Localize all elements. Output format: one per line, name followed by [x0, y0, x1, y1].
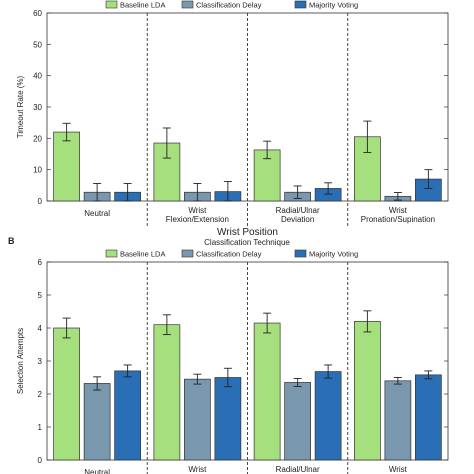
category-label: Neutral	[84, 468, 110, 474]
legend-swatch-1	[106, 1, 117, 8]
category-label: Pronation/Supination	[361, 215, 435, 224]
y-tick-label: 0	[38, 456, 43, 465]
bar-1-3	[254, 323, 280, 460]
category-label: Deviation	[281, 215, 314, 224]
category-label: Neutral	[84, 209, 110, 218]
y-axis-label: Timeout Rate (%)	[16, 75, 25, 138]
legend-swatch-1	[106, 250, 117, 257]
legend-swatch-2	[182, 250, 193, 257]
y-tick-label: 2	[38, 390, 43, 399]
category-label: Radial/Ulnar	[276, 206, 320, 215]
bar-1-1	[54, 132, 80, 201]
bar-3-3	[315, 372, 341, 460]
bar-2-3	[285, 382, 311, 460]
category-label: Wrist	[188, 465, 207, 474]
category-label: Wrist	[389, 465, 408, 474]
panel-letter: B	[8, 236, 15, 246]
y-tick-label: 3	[38, 357, 43, 366]
y-tick-label: 20	[33, 134, 42, 143]
legend-entry-1: Baseline LDA	[120, 1, 165, 10]
x-axis-label: Wrist Position	[217, 227, 278, 238]
chart-panel-1: 0 10 20 30 40 50 60 Timeout Rate (%) Neutral Wris…	[16, 1, 448, 239]
category-label: Wrist	[389, 206, 408, 215]
bar-3-4	[415, 375, 441, 460]
category-label: Flexion/Extension	[166, 215, 229, 224]
bar-2-2	[184, 379, 210, 460]
category-label: Radial/Ulnar	[276, 465, 320, 474]
y-tick-label: 6	[38, 258, 43, 267]
bar-2-1	[84, 383, 110, 460]
legend-swatch-3	[295, 250, 306, 257]
bar-1-1	[54, 328, 80, 460]
bar-2-4	[385, 381, 411, 460]
bar-3-2	[215, 378, 241, 461]
legend-title: Classification Technique	[204, 238, 290, 247]
legend-entry-1: Baseline LDA	[120, 250, 165, 259]
y-tick-label: 50	[33, 40, 42, 49]
plot-frame	[47, 13, 448, 201]
y-tick-label: 4	[38, 324, 43, 333]
y-tick-label: 0	[38, 197, 43, 206]
legend-entry-2: Classification Delay	[196, 1, 262, 10]
y-axis-label: Selection Attempts	[16, 328, 25, 394]
y-tick-label: 40	[33, 72, 42, 81]
y-tick-label: 30	[33, 103, 42, 112]
category-label: Wrist	[188, 206, 207, 215]
y-tick-label: 10	[33, 166, 42, 175]
y-tick-label: 60	[33, 9, 42, 18]
bar-3-1	[115, 371, 141, 460]
legend-entry-3: Majority Voting	[309, 1, 358, 10]
legend-swatch-2	[182, 1, 193, 8]
y-tick-label: 5	[38, 291, 43, 300]
legend-swatch-3	[295, 1, 306, 8]
legend-entry-2: Classification Delay	[196, 250, 262, 259]
bar-1-2	[154, 325, 180, 460]
bar-1-4	[354, 321, 380, 460]
y-tick-label: 1	[38, 423, 43, 432]
legend-entry-3: Majority Voting	[309, 250, 358, 259]
